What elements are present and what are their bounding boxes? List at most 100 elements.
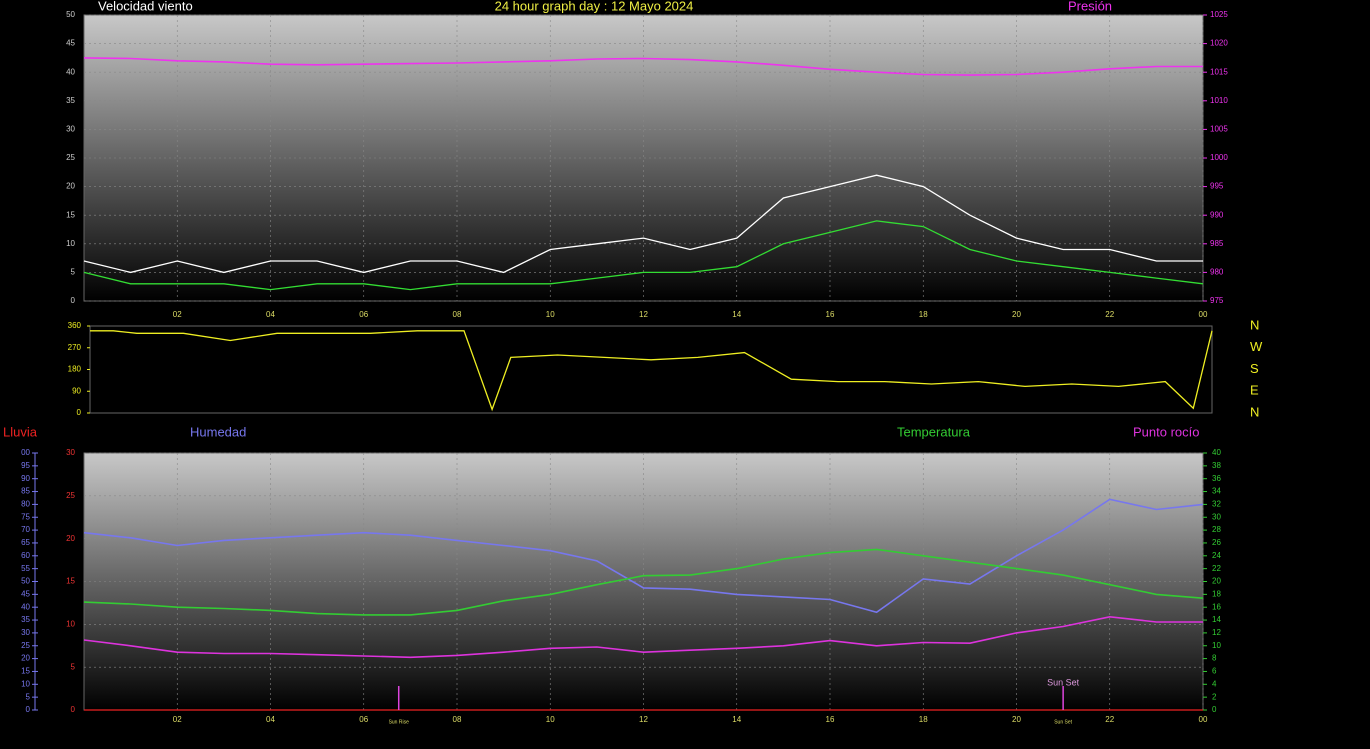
y-tick-label: 20 [66,182,75,191]
y2-tick-label: 6 [1212,667,1217,676]
legend-label: Lluvia [3,424,38,439]
y2-tick-label: 22 [1212,564,1221,573]
y2-tick-label: 38 [1212,461,1221,470]
y-tick-label: 15 [66,577,75,586]
x-tick-label: 04 [266,310,275,319]
y2-tick-label: 16 [1212,602,1221,611]
y-tick-label: 30 [66,125,75,134]
x-tick-label: 00 [1199,715,1208,724]
y2-tick-label: 1005 [1210,125,1228,134]
x-tick-label: 20 [1012,310,1021,319]
y3-tick-label: 15 [21,667,30,676]
x-tick-label: 08 [453,715,462,724]
y3-tick-label: 35 [21,615,30,624]
y2-tick-label: 2 [1212,692,1217,701]
series-line [90,330,1213,412]
y3-tick-label: 70 [21,525,30,534]
y-tick-label: 25 [66,491,75,500]
y3-tick-label: 75 [21,512,30,521]
y2-tick-label: S [1250,361,1259,376]
y-tick-label: 180 [68,365,82,374]
x-tick-label: 02 [173,310,182,319]
y3-tick-label: 30 [21,628,30,637]
y2-tick-label: 4 [1212,679,1217,688]
x-tick-label: 08 [453,310,462,319]
sun-marker-label: Sun Set [1054,719,1072,725]
y3-tick-label: 60 [21,551,30,560]
y-tick-label: 50 [66,10,75,19]
y2-tick-label: 14 [1212,615,1221,624]
y3-tick-label: 55 [21,564,30,573]
y2-tick-label: 1025 [1210,10,1228,19]
y-tick-label: 0 [71,705,76,714]
x-tick-label: 22 [1105,310,1114,319]
y3-tick-label: 20 [21,654,30,663]
y-tick-label: 15 [66,210,75,219]
y2-tick-label: E [1250,383,1259,398]
x-tick-label: 20 [1012,715,1021,724]
y3-tick-label: 00 [21,448,30,457]
x-tick-label: 18 [919,715,928,724]
y3-tick-label: 90 [21,474,30,483]
y2-tick-label: 10 [1212,641,1221,650]
legend-label: Presión [1068,0,1112,13]
y2-tick-label: 18 [1212,589,1221,598]
y2-tick-label: 34 [1212,487,1221,496]
x-tick-label: 14 [732,310,741,319]
y3-tick-label: 65 [21,538,30,547]
y-tick-label: 0 [77,408,82,417]
series-line [83,57,1203,76]
y2-tick-label: 12 [1212,628,1221,637]
y3-tick-label: 85 [21,487,30,496]
y-tick-label: 40 [66,67,75,76]
y2-tick-label: 40 [1212,448,1221,457]
y-tick-label: 360 [68,321,82,330]
y-tick-label: 45 [66,39,75,48]
y3-tick-label: 10 [21,679,30,688]
y2-tick-label: 32 [1212,500,1221,509]
legend-label: Humedad [190,424,246,439]
legend-label: Temperatura [897,424,971,439]
y3-tick-label: 45 [21,589,30,598]
series-line [83,220,1204,291]
y3-tick-label: 0 [26,705,31,714]
x-tick-label: 04 [266,715,275,724]
y2-tick-label: 8 [1212,654,1217,663]
x-tick-label: 18 [919,310,928,319]
annotation: Sun Set [1047,677,1080,687]
x-tick-label: 00 [1199,310,1208,319]
y2-tick-label: 980 [1210,268,1224,277]
y2-tick-label: 20 [1212,577,1221,586]
series-line [83,498,1204,614]
y2-tick-label: 1020 [1210,39,1228,48]
y-axis-label: Velocidad viento [98,0,193,13]
y-tick-label: 10 [66,619,75,628]
x-tick-label: 10 [546,310,555,319]
x-tick-label: 22 [1105,715,1114,724]
series-line [83,548,1204,616]
y-tick-label: 90 [72,386,81,395]
y2-tick-label: 995 [1210,182,1224,191]
x-tick-label: 16 [826,715,835,724]
x-tick-label: 06 [359,310,368,319]
y3-tick-label: 80 [21,500,30,509]
y2-tick-label: 26 [1212,538,1221,547]
y2-tick-label: 1000 [1210,153,1228,162]
y3-tick-label: 25 [21,641,30,650]
y2-tick-label: N [1250,404,1259,419]
chart-title: 24 hour graph day : 12 Mayo 2024 [495,0,694,13]
y-tick-label: 25 [66,153,75,162]
y-tick-label: 270 [68,343,82,352]
y2-tick-label: W [1250,339,1263,354]
y2-tick-label: 24 [1212,551,1221,560]
series-line [83,615,1203,659]
y-tick-label: 20 [66,534,75,543]
y-tick-label: 5 [71,662,76,671]
y2-tick-label: 28 [1212,525,1221,534]
y-tick-label: 0 [71,296,76,305]
legend-label: Punto rocío [1133,424,1200,439]
x-tick-label: 16 [826,310,835,319]
y2-tick-label: 990 [1210,210,1224,219]
